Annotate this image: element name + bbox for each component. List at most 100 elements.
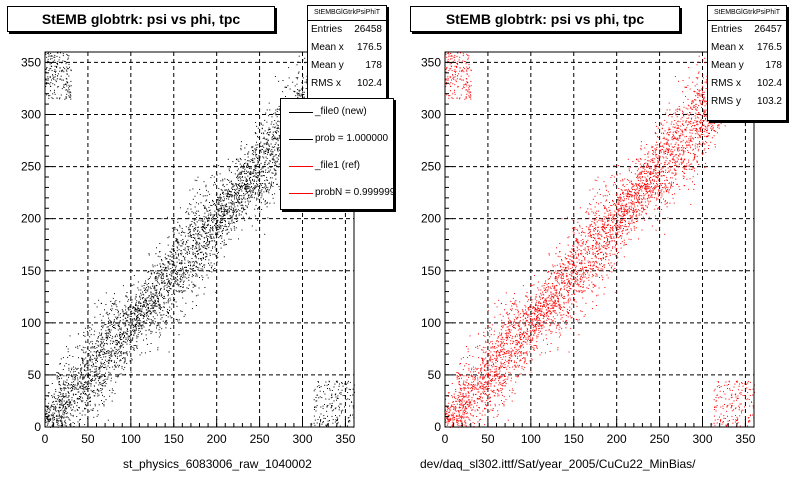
left-point [92,371,93,372]
left-point [199,263,200,264]
left-point [142,309,143,310]
left-point [318,382,319,383]
left-point [222,233,223,234]
left-point [107,351,108,352]
left-point [46,411,47,412]
left-point [224,226,225,227]
left-point [244,184,245,185]
left-point [224,186,225,187]
left-point [216,250,217,251]
left-point [188,229,189,230]
left-point [48,421,49,422]
left-point [327,424,328,425]
left-point [174,232,175,233]
left-point [155,276,156,277]
left-point [197,230,198,231]
left-point [206,210,207,211]
left-point [96,356,97,357]
left-point [299,72,300,73]
left-point [51,395,52,396]
left-point [297,94,298,95]
left-point [63,412,64,413]
left-point [315,389,316,390]
left-point [54,71,55,72]
left-point [230,223,231,224]
left-point [112,326,113,327]
left-point [90,372,91,373]
left-point [203,226,204,227]
left-point [146,312,147,313]
left-point [68,76,69,77]
left-point [130,337,131,338]
left-point [335,419,336,420]
left-point [198,258,199,259]
left-point [230,194,231,195]
left-point [264,138,265,139]
left-point [266,148,267,149]
left-point [241,201,242,202]
left-point [256,177,257,178]
left-point [262,193,263,194]
left-point [289,77,290,78]
left-point [267,154,268,155]
left-point [254,197,255,198]
left-point [86,394,87,395]
left-point [205,252,206,253]
left-point [219,215,220,216]
left-point [268,192,269,193]
left-point [268,115,269,116]
left-point [115,382,116,383]
left-point [297,77,298,78]
left-point [75,379,76,380]
left-point [100,367,101,368]
left-point [74,400,75,401]
left-point [155,253,156,254]
left-point [155,295,156,296]
left-point [168,294,169,295]
left-point [183,256,184,257]
left-point [117,350,118,351]
left-point [225,215,226,216]
left-point [132,340,133,341]
left-point [185,314,186,315]
left-point [227,179,228,180]
left-point [341,412,342,413]
left-point [118,324,119,325]
left-point [111,360,112,361]
left-point [66,71,67,72]
left-point [56,401,57,402]
left-point [266,157,267,158]
left-point [84,370,85,371]
left-point [212,248,213,249]
left-point [261,152,262,153]
left-point [203,271,204,272]
left-point [267,142,268,143]
left-point [265,164,266,165]
left-point [57,56,58,57]
left-point [114,314,115,315]
left-point [194,219,195,220]
left-point [173,273,174,274]
left-point [228,159,229,160]
left-point [68,58,69,59]
left-point [83,363,84,364]
left-point [217,199,218,200]
left-point [169,307,170,308]
left-point [231,206,232,207]
left-point [50,407,51,408]
left-point [57,379,58,380]
left-point [317,405,318,406]
left-point [82,383,83,384]
left-point [325,425,326,426]
left-point [161,269,162,270]
left-point [168,255,169,256]
left-point [139,332,140,333]
left-point [324,385,325,386]
left-point [235,210,236,211]
left-point [132,299,133,300]
left-point [61,401,62,402]
left-point [86,400,87,401]
left-point [85,402,86,403]
left-point [76,405,77,406]
left-point [267,202,268,203]
